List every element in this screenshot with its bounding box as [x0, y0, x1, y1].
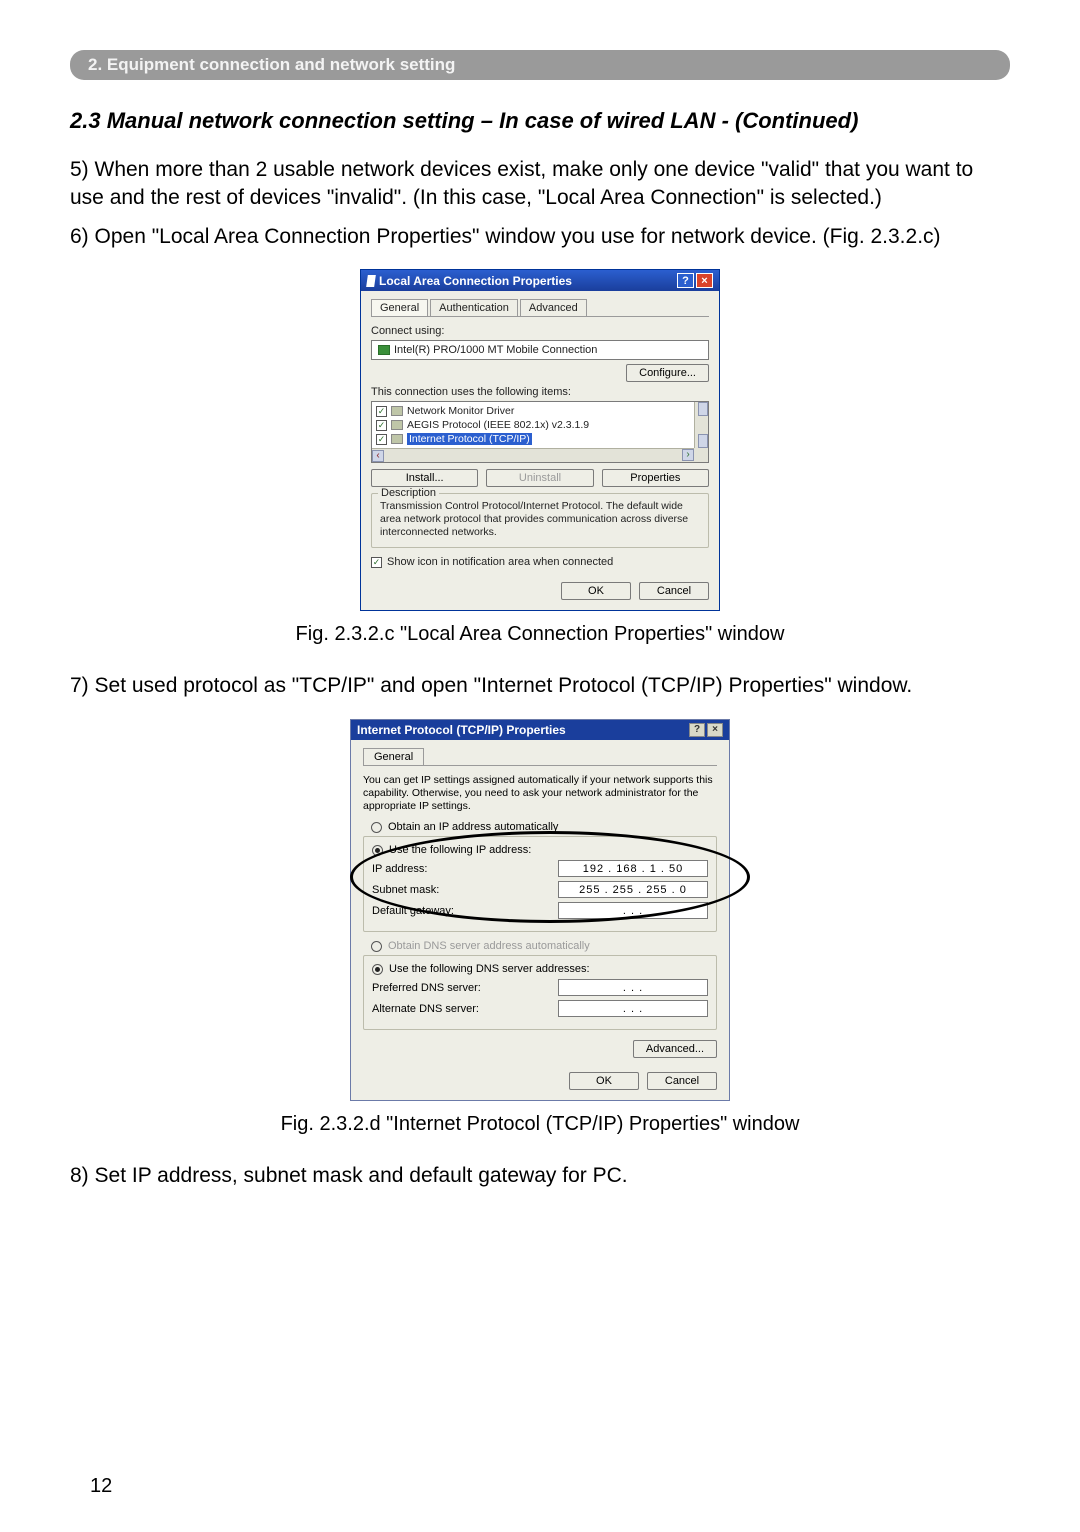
use-following-label: Use the following IP address: — [389, 844, 531, 856]
step-6-text: 6) Open "Local Area Connection Propertie… — [70, 225, 941, 248]
scroll-corner — [694, 448, 708, 462]
list-item[interactable]: ✓ Network Monitor Driver — [376, 404, 694, 418]
ip-address-field[interactable]: 192 . 168 . 1 . 50 — [558, 860, 708, 877]
install-button[interactable]: Install... — [371, 469, 478, 487]
default-gateway-label: Default gateway: — [372, 905, 502, 917]
description-legend: Description — [378, 487, 439, 499]
ip-group: Use the following IP address: IP address… — [363, 836, 717, 932]
checkbox-icon[interactable]: ✓ — [376, 406, 387, 417]
tcpip-properties-dialog: Internet Protocol (TCP/IP) Properties ? … — [350, 719, 730, 1101]
advanced-button[interactable]: Advanced... — [633, 1040, 717, 1058]
connect-using-label: Connect using: — [371, 325, 709, 337]
section-title: 2.3 Manual network connection setting – … — [70, 108, 1010, 134]
help-button[interactable]: ? — [689, 723, 705, 737]
network-icon — [366, 275, 376, 287]
list-item-label: AEGIS Protocol (IEEE 802.1x) v2.3.1.9 — [407, 419, 589, 431]
help-button[interactable]: ? — [677, 273, 694, 288]
lac-properties-dialog: Local Area Connection Properties ? × Gen… — [360, 269, 720, 611]
uninstall-button: Uninstall — [486, 469, 593, 487]
items-label: This connection uses the following items… — [371, 386, 709, 398]
subnet-mask-label: Subnet mask: — [372, 884, 502, 896]
subnet-mask-field[interactable]: 255 . 255 . 255 . 0 — [558, 881, 708, 898]
description-text: Transmission Control Protocol/Internet P… — [380, 500, 700, 539]
figure-2-caption: Fig. 2.3.2.d "Internet Protocol (TCP/IP)… — [70, 1113, 1010, 1136]
tab-general[interactable]: General — [363, 748, 424, 765]
properties-button[interactable]: Properties — [602, 469, 709, 487]
step-5: 5) When more than 2 usable network devic… — [70, 156, 1010, 213]
dialog-title: Internet Protocol (TCP/IP) Properties — [357, 723, 566, 737]
figure-1: Local Area Connection Properties ? × Gen… — [70, 269, 1010, 611]
default-gateway-field[interactable]: . . . — [558, 902, 708, 919]
ip-address-label: IP address: — [372, 863, 502, 875]
step-7-text: 7) Set used protocol as "TCP/IP" and ope… — [70, 674, 912, 697]
list-item[interactable]: ✓ AEGIS Protocol (IEEE 802.1x) v2.3.1.9 — [376, 418, 694, 432]
step-8-text: 8) Set IP address, subnet mask and defau… — [70, 1164, 628, 1187]
show-icon-label: Show icon in notification area when conn… — [387, 556, 613, 568]
radio-use-following[interactable] — [372, 845, 383, 856]
scroll-left-icon[interactable]: ‹ — [372, 450, 384, 462]
scroll-right-icon[interactable]: › — [682, 449, 694, 461]
show-icon-checkbox[interactable]: ✓ — [371, 557, 382, 568]
horizontal-scrollbar[interactable]: ‹ › — [372, 448, 694, 462]
chapter-bar: 2. Equipment connection and network sett… — [70, 50, 1010, 80]
tab-general[interactable]: General — [371, 299, 428, 316]
tab-advanced[interactable]: Advanced — [520, 299, 587, 316]
driver-icon — [391, 406, 403, 416]
adapter-field: Intel(R) PRO/1000 MT Mobile Connection — [371, 340, 709, 360]
protocol-icon — [391, 434, 403, 444]
description-group: Description Transmission Control Protoco… — [371, 493, 709, 548]
radio-obtain-dns-auto — [371, 941, 382, 952]
dns-group: Use the following DNS server addresses: … — [363, 955, 717, 1030]
figure-2: Internet Protocol (TCP/IP) Properties ? … — [70, 719, 1010, 1101]
ok-button[interactable]: OK — [569, 1072, 639, 1090]
cancel-button[interactable]: Cancel — [647, 1072, 717, 1090]
step-6: 6) Open "Local Area Connection Propertie… — [70, 223, 1010, 251]
vertical-scrollbar[interactable] — [694, 402, 708, 448]
obtain-dns-auto-label: Obtain DNS server address automatically — [388, 940, 590, 952]
step-8: 8) Set IP address, subnet mask and defau… — [70, 1162, 1010, 1190]
checkbox-icon[interactable]: ✓ — [376, 420, 387, 431]
configure-button[interactable]: Configure... — [626, 364, 709, 382]
step-5-text: 5) When more than 2 usable network devic… — [70, 158, 973, 209]
list-item[interactable]: ✓ Internet Protocol (TCP/IP) — [376, 432, 694, 446]
dialog-title: Local Area Connection Properties — [379, 274, 572, 288]
preferred-dns-field[interactable]: . . . — [558, 979, 708, 996]
figure-1-caption: Fig. 2.3.2.c "Local Area Connection Prop… — [70, 623, 1010, 646]
alternate-dns-label: Alternate DNS server: — [372, 1003, 502, 1015]
tab-strip: General — [363, 748, 717, 766]
list-item-label-selected: Internet Protocol (TCP/IP) — [407, 433, 532, 445]
radio-obtain-auto[interactable] — [371, 822, 382, 833]
driver-icon — [391, 420, 403, 430]
ok-button[interactable]: OK — [561, 582, 631, 600]
adapter-name: Intel(R) PRO/1000 MT Mobile Connection — [394, 344, 597, 356]
preferred-dns-label: Preferred DNS server: — [372, 982, 502, 994]
obtain-auto-label: Obtain an IP address automatically — [388, 821, 558, 833]
dialog-titlebar: Local Area Connection Properties ? × — [361, 270, 719, 291]
info-text: You can get IP settings assigned automat… — [363, 774, 717, 813]
step-7: 7) Set used protocol as "TCP/IP" and ope… — [70, 672, 1010, 700]
checkbox-icon[interactable]: ✓ — [376, 434, 387, 445]
cancel-button[interactable]: Cancel — [639, 582, 709, 600]
close-button[interactable]: × — [696, 273, 713, 288]
radio-use-dns[interactable] — [372, 964, 383, 975]
list-item-label: Network Monitor Driver — [407, 405, 514, 417]
dialog-titlebar: Internet Protocol (TCP/IP) Properties ? … — [351, 720, 729, 740]
nic-icon — [378, 345, 390, 355]
close-button[interactable]: × — [707, 723, 723, 737]
alternate-dns-field[interactable]: . . . — [558, 1000, 708, 1017]
protocol-listbox[interactable]: ✓ Network Monitor Driver ✓ AEGIS Protoco… — [371, 401, 709, 463]
page-number: 12 — [90, 1475, 112, 1498]
tab-authentication[interactable]: Authentication — [430, 299, 518, 316]
tab-strip: General Authentication Advanced — [371, 299, 709, 317]
use-dns-label: Use the following DNS server addresses: — [389, 963, 590, 975]
